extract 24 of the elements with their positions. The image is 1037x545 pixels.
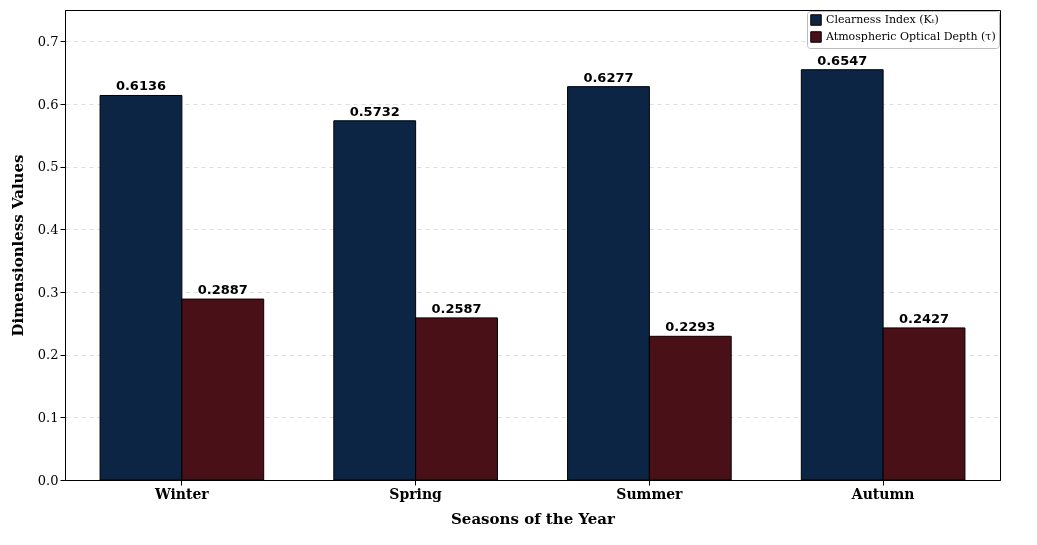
x-tick-label: Autumn [850,485,915,502]
x-tick-label: Spring [389,485,443,502]
x-tick-label: Winter [154,485,210,502]
data-label: 0.6277 [583,69,634,85]
data-label: 0.2293 [665,319,716,335]
x-axis-title: Seasons of the Year [451,509,617,528]
x-tick-label: Summer [616,485,684,502]
y-tick-label: 0.5 [37,159,59,175]
data-label: 0.6547 [817,52,868,68]
y-tick-label: 0.1 [37,409,59,425]
data-label: 0.6136 [115,78,167,94]
data-label: 0.2427 [898,310,950,326]
y-tick-label: 0.3 [37,284,59,300]
y-tick-label: 0.6 [37,96,59,112]
data-label: 0.5732 [349,103,400,119]
legend-label: Clearness Index (Kₜ) [826,13,939,26]
y-tick-label: 0.7 [37,33,59,49]
legend-label: Atmospheric Optical Depth (τ) [825,30,996,43]
data-label: 0.2887 [197,282,248,298]
data-label: 0.2587 [431,300,482,316]
y-axis-title: Dimensionless Values [8,154,27,337]
y-tick-label: 0.4 [37,221,59,237]
y-tick-label: 0.2 [37,347,59,363]
y-tick-label: 0.0 [37,472,59,488]
